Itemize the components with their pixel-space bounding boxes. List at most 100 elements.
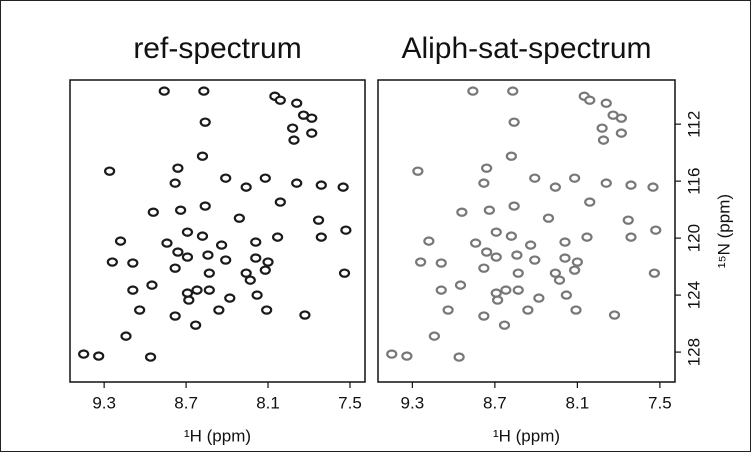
peak [481, 163, 493, 173]
peak [175, 205, 187, 215]
peak [529, 173, 541, 183]
peak [93, 351, 105, 361]
peak [169, 178, 181, 188]
peak [271, 232, 284, 242]
peak [287, 123, 299, 133]
peak [306, 113, 318, 123]
peak [161, 238, 173, 248]
peak [505, 151, 517, 161]
peak [478, 178, 490, 188]
peak [338, 268, 351, 278]
x-tick-label: 9.3 [92, 393, 116, 412]
peak [158, 86, 170, 96]
peak [202, 250, 214, 260]
peak [315, 232, 327, 242]
peak [244, 275, 256, 285]
peak [172, 163, 184, 173]
peak [478, 263, 490, 273]
plot-area [377, 79, 676, 383]
peak [262, 257, 274, 267]
peak [500, 285, 512, 295]
x-tick-label: 7.5 [338, 393, 362, 412]
peak [261, 305, 273, 315]
panel-title: Aliph-sat-spectrum [401, 32, 651, 65]
peak [505, 231, 517, 241]
peak [571, 257, 583, 267]
peak [220, 255, 232, 265]
peak [512, 268, 524, 278]
peak [570, 305, 582, 315]
y-tick-label: 128 [684, 338, 703, 366]
peak [533, 293, 545, 303]
peak [203, 268, 215, 278]
peak [454, 280, 467, 290]
peak [220, 173, 232, 183]
peak [569, 173, 581, 183]
peak [196, 151, 209, 161]
peak [522, 305, 534, 315]
peak [507, 86, 519, 96]
y-tick-label: 116 [684, 168, 703, 195]
peak [127, 258, 139, 268]
peak [596, 123, 608, 133]
peak [498, 320, 511, 330]
peak [291, 98, 303, 108]
peak [386, 349, 398, 359]
peak [401, 351, 413, 361]
peak [198, 86, 210, 96]
peak [224, 293, 236, 303]
y-tick-label: 112 [684, 111, 703, 138]
peak [428, 331, 440, 341]
peak [625, 180, 637, 190]
peak [146, 280, 158, 290]
peak [250, 237, 262, 247]
peak [134, 305, 146, 315]
peak [120, 331, 132, 341]
y-axis-label: ¹⁵N (ppm) [714, 194, 733, 268]
peak [191, 285, 203, 295]
peak [240, 268, 252, 278]
peak [196, 231, 209, 241]
peak [127, 285, 139, 295]
peak [608, 310, 621, 320]
peak [600, 178, 612, 188]
peak [199, 117, 211, 127]
peak [490, 252, 502, 262]
peak [525, 240, 537, 250]
peak [312, 215, 325, 225]
x-tick-label: 8.1 [566, 393, 590, 412]
peak [415, 257, 427, 267]
peak [199, 201, 211, 211]
peak [650, 225, 662, 235]
peak [259, 265, 271, 275]
peak [600, 98, 612, 108]
peak [511, 250, 523, 260]
peak [512, 285, 524, 295]
peak [584, 95, 596, 105]
peak [467, 86, 479, 96]
peak [144, 352, 157, 362]
x-axis-label: ¹H (ppm) [184, 426, 251, 445]
peak [291, 178, 303, 188]
peak [542, 213, 555, 223]
peak [581, 232, 593, 242]
peak [453, 352, 465, 362]
peak [615, 128, 627, 138]
peak [492, 295, 504, 305]
peak [169, 263, 181, 273]
peak [559, 253, 571, 263]
peak [315, 180, 327, 190]
peak [423, 236, 435, 246]
peak [549, 268, 561, 278]
peak [181, 227, 194, 237]
peak [106, 257, 118, 267]
peak [181, 252, 194, 262]
peak [625, 232, 637, 242]
x-tick-label: 8.7 [174, 393, 198, 412]
peak [114, 236, 127, 246]
peak [549, 182, 561, 192]
peak [259, 173, 271, 183]
y-tick-label: 124 [684, 281, 703, 309]
